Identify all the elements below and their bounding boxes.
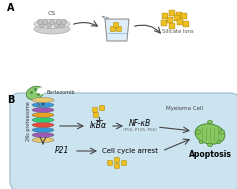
Ellipse shape (32, 108, 54, 112)
FancyBboxPatch shape (181, 13, 187, 19)
Ellipse shape (26, 86, 44, 100)
Text: Cell cycle arrest: Cell cycle arrest (102, 148, 158, 154)
Ellipse shape (196, 130, 201, 134)
FancyBboxPatch shape (183, 21, 189, 27)
Text: Silicate Ions: Silicate Ions (162, 29, 194, 34)
FancyBboxPatch shape (176, 12, 182, 18)
Ellipse shape (32, 137, 54, 143)
Text: Apoptosis: Apoptosis (188, 150, 231, 159)
FancyBboxPatch shape (169, 23, 175, 29)
Circle shape (56, 19, 62, 25)
FancyBboxPatch shape (108, 161, 112, 165)
Ellipse shape (32, 132, 54, 137)
Ellipse shape (32, 118, 54, 122)
Text: A: A (7, 3, 14, 13)
FancyBboxPatch shape (114, 158, 119, 162)
Ellipse shape (207, 143, 212, 146)
FancyBboxPatch shape (161, 20, 167, 26)
Text: 26s proteasome: 26s proteasome (27, 101, 32, 141)
Ellipse shape (219, 130, 224, 134)
FancyBboxPatch shape (174, 15, 180, 21)
FancyBboxPatch shape (114, 23, 118, 27)
FancyBboxPatch shape (177, 19, 183, 25)
Ellipse shape (32, 122, 54, 128)
Text: P21: P21 (55, 146, 69, 156)
Circle shape (54, 22, 60, 28)
Circle shape (59, 22, 65, 28)
FancyBboxPatch shape (117, 27, 121, 31)
Ellipse shape (32, 98, 54, 102)
FancyBboxPatch shape (167, 17, 173, 23)
Circle shape (49, 19, 55, 25)
Ellipse shape (217, 140, 221, 144)
Ellipse shape (32, 112, 54, 118)
Ellipse shape (199, 140, 203, 144)
FancyBboxPatch shape (169, 10, 175, 16)
Ellipse shape (195, 124, 225, 144)
FancyBboxPatch shape (122, 161, 126, 165)
FancyBboxPatch shape (111, 27, 115, 31)
Polygon shape (105, 19, 129, 41)
Circle shape (61, 19, 67, 25)
Text: Myeloma Cell: Myeloma Cell (166, 106, 203, 111)
Text: (P50, P105, P65): (P50, P105, P65) (123, 128, 157, 132)
Text: CS: CS (48, 11, 56, 16)
Ellipse shape (34, 24, 70, 34)
Circle shape (39, 22, 45, 28)
Ellipse shape (36, 87, 45, 95)
Text: Bortezomib: Bortezomib (47, 90, 76, 94)
FancyBboxPatch shape (93, 108, 97, 112)
Ellipse shape (32, 102, 54, 108)
FancyBboxPatch shape (10, 93, 237, 189)
Circle shape (37, 19, 43, 25)
Text: NF-κB: NF-κB (129, 119, 151, 129)
Polygon shape (102, 16, 109, 19)
Circle shape (46, 22, 52, 28)
FancyBboxPatch shape (100, 106, 104, 110)
Circle shape (42, 19, 48, 25)
Text: B: B (7, 95, 14, 105)
FancyBboxPatch shape (94, 113, 98, 117)
Ellipse shape (32, 128, 54, 132)
Text: IκBα: IκBα (90, 122, 106, 130)
FancyBboxPatch shape (114, 164, 119, 168)
Ellipse shape (207, 121, 212, 123)
FancyBboxPatch shape (162, 13, 168, 19)
Ellipse shape (34, 19, 70, 29)
